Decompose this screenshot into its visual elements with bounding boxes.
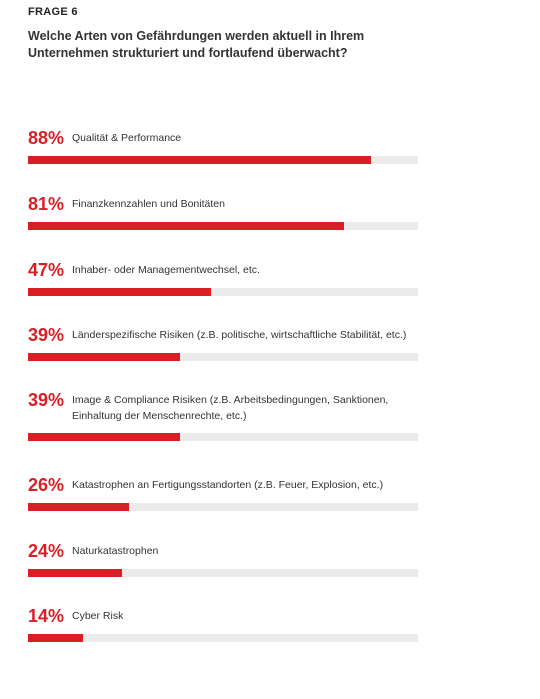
bar-value-label: 39% bbox=[28, 325, 65, 345]
bar-track bbox=[28, 503, 418, 511]
bar-value-label: 14% bbox=[28, 606, 65, 626]
bar-track bbox=[28, 222, 418, 230]
bar bbox=[28, 222, 344, 230]
bar bbox=[28, 156, 372, 164]
bar-track bbox=[28, 288, 418, 296]
bar bbox=[28, 503, 130, 511]
bar bbox=[28, 288, 212, 296]
bar-value-label: 39% bbox=[28, 390, 65, 410]
bar-track bbox=[28, 433, 418, 441]
bar-category-label: Katastrophen an Fertigungsstandorten (z.… bbox=[72, 479, 384, 491]
bar-track bbox=[28, 569, 418, 577]
bar-category-label: Finanzkennzahlen und Bonitäten bbox=[72, 198, 225, 210]
bar-category-label: Qualität & Performance bbox=[72, 132, 182, 144]
bar-category-label: Inhaber- oder Managementwechsel, etc. bbox=[72, 264, 260, 276]
question-number: FRAGE 6 bbox=[28, 6, 78, 18]
bar bbox=[28, 353, 181, 361]
bar-category-label: Image & Compliance Risiken (z.B. Arbeits… bbox=[72, 394, 389, 422]
bar-value-label: 26% bbox=[28, 475, 65, 495]
question-title: Welche Arten von Gefährdungen werden akt… bbox=[28, 29, 365, 60]
bar bbox=[28, 433, 181, 441]
bar-category-label: Cyber Risk bbox=[72, 610, 124, 622]
bar-track bbox=[28, 634, 418, 642]
bar-track bbox=[28, 156, 418, 164]
bar-value-label: 81% bbox=[28, 194, 65, 214]
bar-value-label: 24% bbox=[28, 541, 65, 561]
bar-track bbox=[28, 353, 418, 361]
bar-category-label: Länderspezifische Risiken (z.B. politisc… bbox=[72, 329, 407, 341]
bar-category-label: Naturkatastrophen bbox=[72, 545, 159, 557]
bar bbox=[28, 569, 122, 577]
bar bbox=[28, 634, 83, 642]
bar-value-label: 47% bbox=[28, 260, 65, 280]
bar-value-label: 88% bbox=[28, 128, 65, 148]
